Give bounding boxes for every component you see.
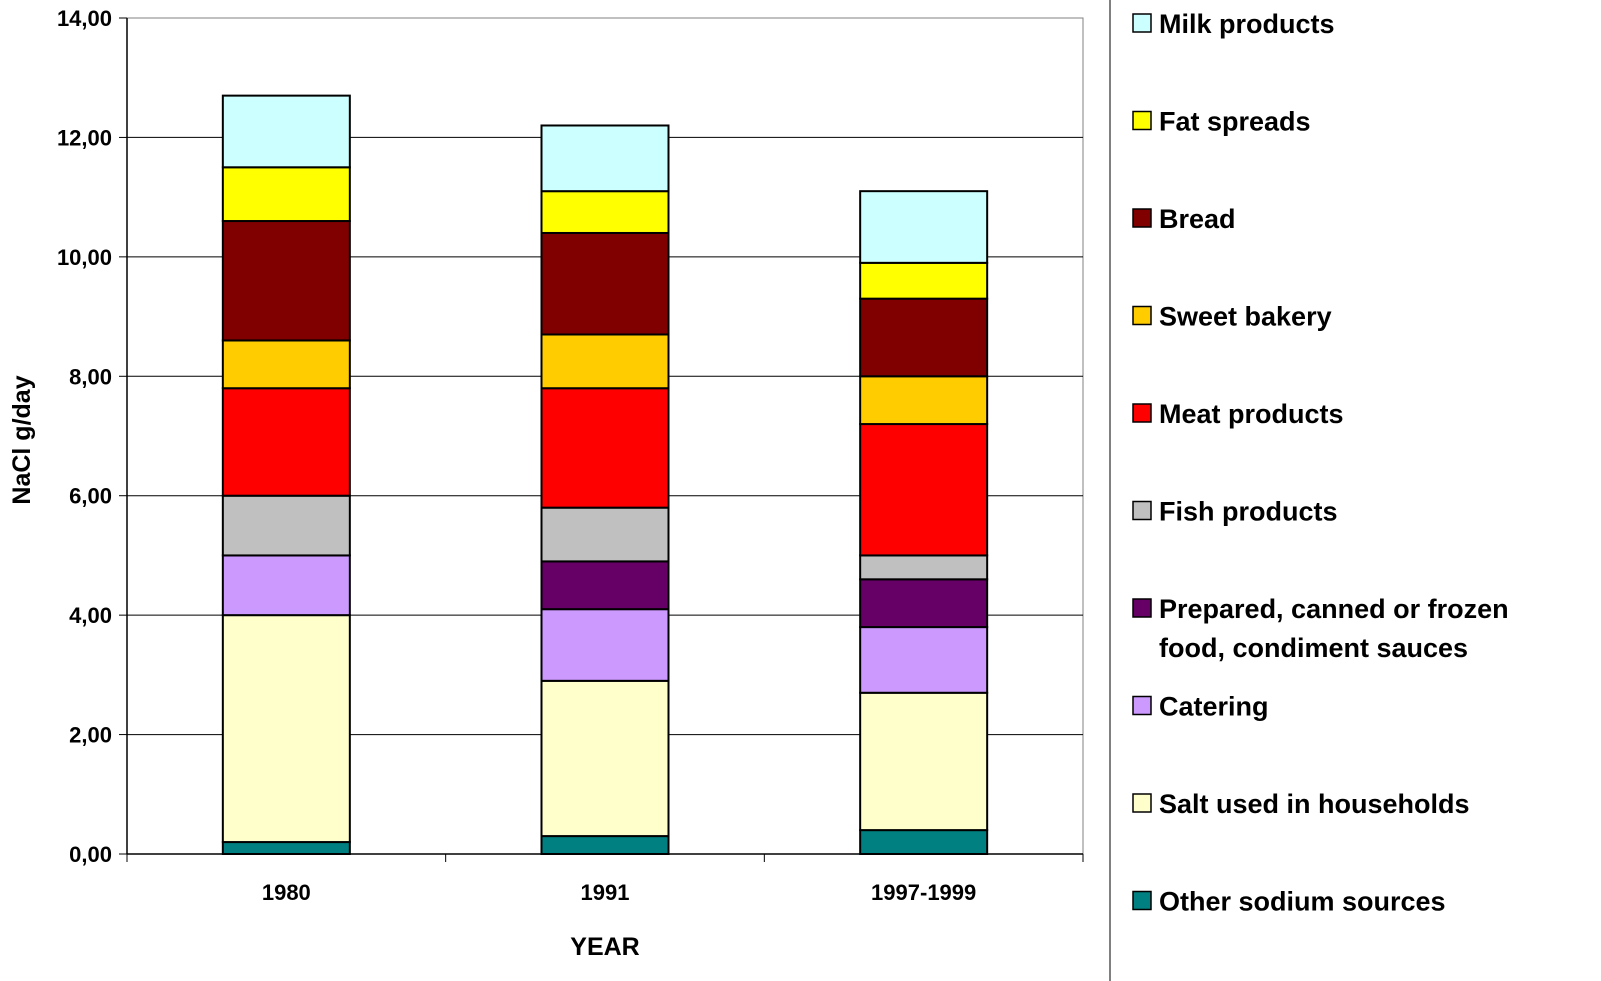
legend: Milk products Fat spreads Bread Sweet baker… [1132,9,1509,917]
legend-label: Other sodium sources [1159,887,1446,917]
bar-segment [540,608,670,682]
legend-item: Sweet bakery [1132,302,1332,332]
bar-segment [859,261,989,300]
legend-swatch [1132,403,1152,423]
bar-segment [221,494,351,557]
bar-segment [859,375,989,426]
legend-label: Fish products [1159,497,1338,527]
legend-swatch [1132,110,1152,131]
bar-segment [221,614,351,844]
legend-swatch [1132,793,1152,813]
legend-swatch [1132,500,1152,521]
y-tick-label: 2,00 [69,723,112,748]
bar-segment [221,94,351,169]
bar-segment [221,387,351,497]
legend-swatch [1132,695,1152,716]
bar-segment [540,835,670,855]
bar-segment [540,679,670,838]
bar-segment [859,297,989,378]
bar-segment [859,829,989,855]
y-tick-label: 8,00 [69,364,112,389]
legend-label: food, condiment sauces [1159,633,1468,663]
bar-segment [540,560,670,611]
tick-labels: 0,00 2,00 4,00 6,00 8,00 10,00 12,00 14,00 1980 1… [57,6,976,905]
legend-label: Prepared, canned or frozen [1159,594,1509,624]
legend-item: Other sodium sources [1132,887,1446,917]
legend-swatch [1132,13,1152,33]
y-tick-label: 10,00 [57,245,112,270]
y-tick-label: 0,00 [69,842,112,867]
bar-segment [859,691,989,832]
x-axis-title: YEAR [570,933,639,961]
legend-swatch [1132,890,1152,911]
x-tick-label: 1991 [581,880,630,905]
bar-segment [540,333,670,390]
legend-item: Fat spreads [1132,107,1311,137]
legend-label: Milk products [1159,9,1335,39]
legend-item: Meat products [1132,399,1344,429]
y-tick-label: 6,00 [69,484,112,509]
bars [221,94,989,855]
bar-segment [221,166,351,223]
x-tick-label: 1980 [262,880,311,905]
bar-segment [859,190,989,264]
legend-label: Bread [1159,204,1236,234]
legend-label: Meat products [1159,399,1344,429]
legend-label: Salt used in households [1159,789,1470,819]
legend-swatch [1132,598,1152,618]
bar-segment [221,339,351,390]
x-tick-label: 1997-1999 [871,880,976,905]
axes [119,17,1084,862]
y-axis-title: NaCl g/day [8,375,36,504]
legend-item: Salt used in households [1132,789,1470,819]
legend-swatch [1132,208,1152,228]
y-tick-label: 4,00 [69,603,112,628]
legend-item: Fish products [1132,497,1338,527]
legend-label: Fat spreads [1159,107,1311,137]
bar-segment [540,124,670,193]
legend-item: Prepared, canned or frozen food, condimen… [1132,594,1509,663]
bar-segment [859,554,989,581]
legend-label: Catering [1159,692,1269,722]
bar-segment [540,387,670,509]
legend-item: Milk products [1132,9,1335,39]
legend-item: Bread [1132,204,1236,234]
bar-segment [221,841,351,855]
y-tick-label: 12,00 [57,125,112,150]
legend-label: Sweet bakery [1159,302,1332,332]
bar-segment [221,554,351,617]
bar-segment [540,190,670,234]
bar-segment [221,220,351,342]
bar-segment [540,506,670,563]
bar-segment [859,578,989,629]
bar-segment [540,231,670,336]
legend-swatch [1132,305,1152,326]
bar-segment [859,626,989,694]
bar-segment [859,423,989,557]
legend-item: Catering [1132,692,1269,722]
y-tick-label: 14,00 [57,6,112,31]
